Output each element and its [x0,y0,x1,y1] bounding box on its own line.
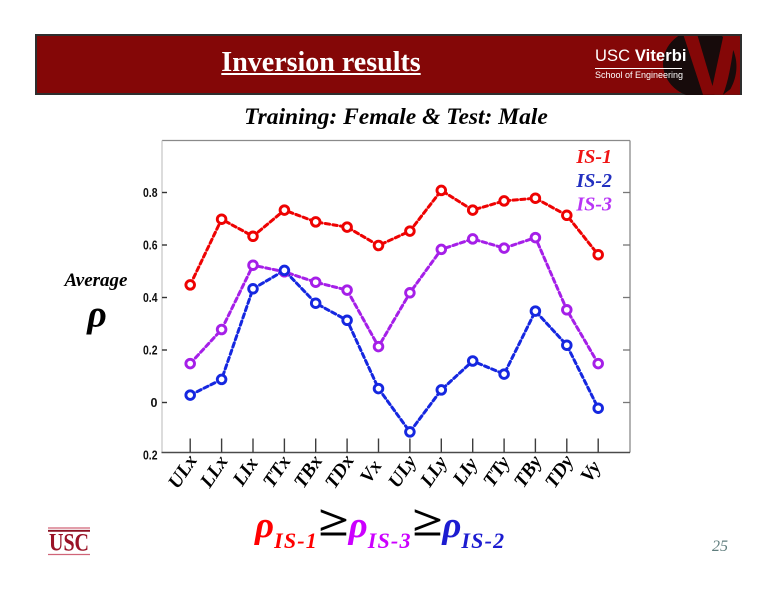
svg-text:TBy: TBy [510,452,546,492]
svg-text:Vy: Vy [577,457,606,486]
svg-text:Average: Average [64,270,129,291]
svg-text:IS-3: IS-3 [575,194,612,216]
svg-text:0.4: 0.4 [143,291,158,305]
svg-text:0: 0 [151,396,158,410]
svg-text:USC: USC [49,530,89,557]
svg-text:Vx: Vx [356,456,386,487]
svg-text:IS-1: IS-1 [575,146,612,168]
svg-text:IS-2: IS-2 [575,170,612,192]
svg-text:LIx: LIx [228,454,262,491]
svg-text:ρ: ρ [86,294,107,336]
svg-text:TDy: TDy [541,451,578,492]
svg-text:TDx: TDx [321,451,359,493]
svg-text:LLx: LLx [196,452,233,493]
svg-text:ULx: ULx [164,451,202,493]
svg-text:0.2: 0.2 [143,344,158,358]
svg-text:TBx: TBx [290,451,327,492]
svg-text:ULy: ULy [385,452,422,492]
svg-text:LLy: LLy [416,453,452,492]
svg-text:TTx: TTx [259,452,295,492]
svg-text:TTy: TTy [479,453,514,491]
svg-text:LIy: LIy [449,454,483,490]
svg-text:0.8: 0.8 [143,186,158,200]
svg-text:0.2: 0.2 [143,449,158,463]
svg-text:0.6: 0.6 [143,239,158,253]
